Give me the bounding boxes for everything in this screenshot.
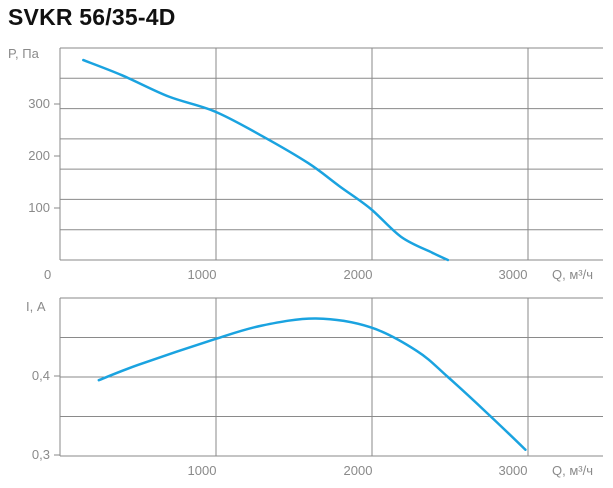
current-curve (97, 317, 527, 451)
x-tick-label: 0 (44, 267, 51, 282)
x-tick-label: 2000 (344, 267, 373, 282)
x-tick-label: 3000 (499, 463, 528, 478)
y-tick-label: 100 (28, 200, 50, 215)
x-tick-label: 1000 (188, 463, 217, 478)
x-axis-label: Q, м³/ч (552, 267, 593, 282)
x-tick-label: 2000 (344, 463, 373, 478)
x-tick-label: 1000 (188, 267, 217, 282)
y-axis-label: P, Па (8, 46, 40, 61)
chart-title: SVKR 56/35-4D (8, 4, 176, 30)
y-axis-label: I, А (26, 299, 46, 314)
y-tick-label: 0,4 (32, 368, 50, 383)
y-tick-label: 200 (28, 148, 50, 163)
y-tick-label: 300 (28, 96, 50, 111)
x-axis-label: Q, м³/ч (552, 463, 593, 478)
pressure-curve (82, 58, 450, 262)
y-tick-label: 0,3 (32, 447, 50, 462)
x-tick-label: 3000 (499, 267, 528, 282)
